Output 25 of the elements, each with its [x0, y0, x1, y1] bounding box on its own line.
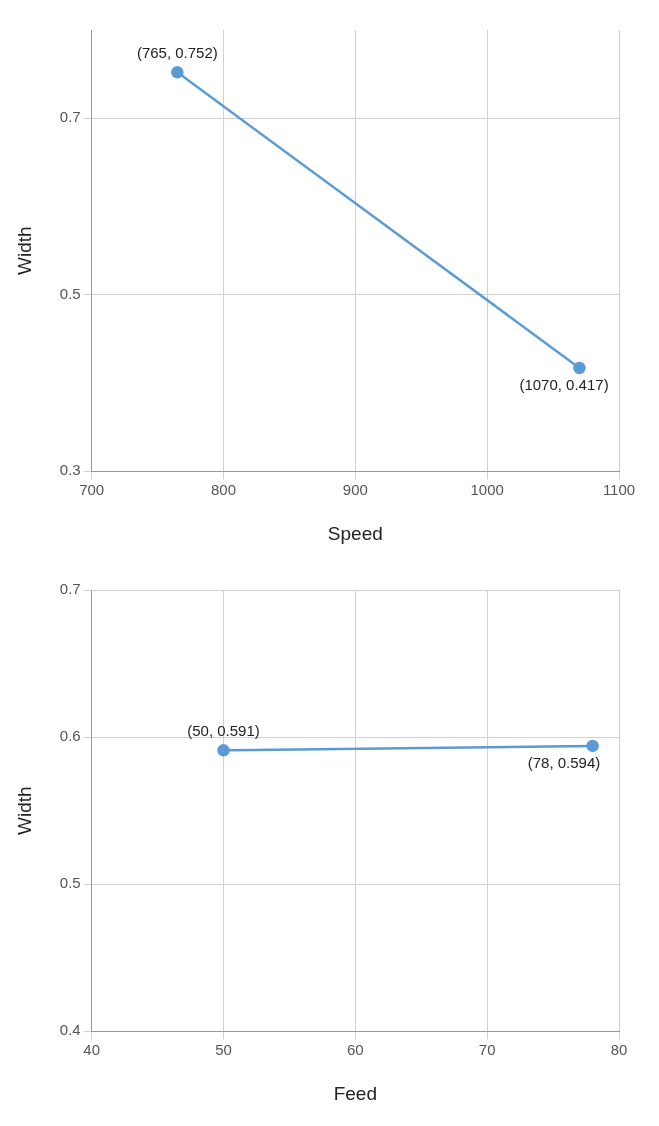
- x-axis-title: Feed: [333, 1082, 377, 1104]
- y-tick-label: 0.6: [59, 727, 81, 745]
- x-tick-label: 1100: [602, 481, 636, 499]
- y-tick-label: 0.4: [59, 1021, 81, 1039]
- annotation: (765, 0.752): [136, 44, 218, 62]
- annotation: (50, 0.591): [187, 722, 260, 740]
- x-tick-label: 80: [610, 1041, 628, 1059]
- x-tick-label: 60: [346, 1041, 364, 1059]
- y-tick-label: 0.5: [59, 874, 81, 892]
- y-tick-label: 0.3: [59, 461, 81, 479]
- x-tick-label: 70: [478, 1041, 496, 1059]
- x-tick-label: 900: [342, 481, 368, 499]
- annotation: (78, 0.594): [527, 753, 601, 771]
- y-axis-title: Width: [13, 786, 35, 835]
- y-tick-label: 0.5: [59, 284, 81, 302]
- y-axis-title: Width: [13, 226, 35, 275]
- x-tick-label: 1000: [470, 481, 504, 499]
- annotation: (1070, 0.417): [519, 375, 609, 393]
- x-tick-label: 700: [79, 481, 105, 499]
- x-axis-title: Speed: [327, 522, 383, 544]
- x-tick-label: 40: [83, 1041, 100, 1059]
- y-tick-label: 0.7: [59, 580, 81, 598]
- x-tick-label: 50: [215, 1041, 232, 1059]
- y-tick-label: 0.7: [59, 108, 81, 126]
- x-tick-label: 800: [210, 481, 236, 499]
